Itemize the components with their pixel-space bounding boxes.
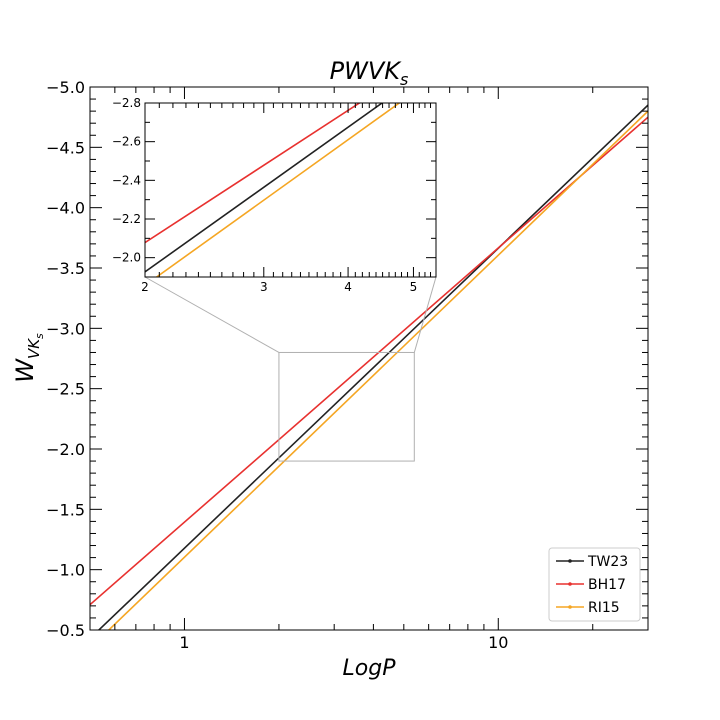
y-tick-label: −2.5 (46, 380, 85, 399)
inset-y-tick-label: −2.2 (112, 212, 141, 226)
inset-frame (144, 102, 437, 278)
main-axis-ticks: −5.0 −4.5 −4.0 −3.5 −3.0 −2.5 −2.0 −1.5 −1.0 −0.5… (46, 78, 649, 652)
y-tick-label: −4.5 (46, 138, 85, 157)
y-tick-label: −4.0 (46, 199, 85, 218)
x-tick-label: 1 (179, 633, 189, 652)
inset-y-tick-label: −2.6 (112, 135, 141, 149)
inset-axis-ticks: −2.0 −2.2 −2.4 −2.6 −2.8 2 3 4 5 (112, 96, 437, 294)
legend-marker-bh17 (568, 582, 572, 586)
y-tick-label: −5.0 (46, 78, 85, 97)
inset-series-line-tw23 (145, 103, 384, 273)
inset-y-tick-label: −2.4 (112, 173, 141, 187)
zoom-connector-left (144, 276, 280, 353)
series-line-tw23 (97, 104, 648, 630)
x-axis-label: LogP (343, 656, 397, 681)
inset-series-lines (145, 103, 401, 277)
inset-series-line-bh17 (145, 103, 361, 244)
chart-title: PWVKs (330, 57, 409, 89)
inset-x-tick-label: 2 (141, 280, 149, 294)
zoom-region-box (278, 351, 415, 462)
zoom-connector-right (413, 276, 437, 353)
inset-series-line-ri15 (155, 103, 401, 277)
legend-label-bh17: BH17 (588, 577, 626, 593)
inset-x-tick-label: 3 (260, 280, 268, 294)
y-tick-label: −1.5 (46, 500, 85, 519)
main-plot-frame (89, 86, 649, 631)
series-line-bh17 (90, 116, 648, 606)
inset-y-tick-label: −2.0 (112, 251, 141, 265)
inset-plot: −2.0 −2.2 −2.4 −2.6 −2.8 2 3 4 5 (112, 96, 437, 294)
legend-label-ri15: RI15 (588, 600, 620, 616)
y-tick-label: −1.0 (46, 561, 85, 580)
legend: TW23 BH17 RI15 (548, 547, 641, 622)
y-tick-label: −2.0 (46, 440, 85, 459)
y-tick-label: −3.5 (46, 259, 85, 278)
legend-marker-ri15 (568, 605, 572, 609)
legend-label-tw23: TW23 (587, 554, 628, 570)
y-axis-label: WVKs (11, 333, 46, 383)
inset-y-tick-label: −2.8 (112, 96, 141, 110)
main-series-lines (90, 104, 648, 630)
y-tick-label: −0.5 (46, 621, 85, 640)
legend-marker-tw23 (568, 559, 572, 563)
inset-x-tick-label: 5 (410, 280, 418, 294)
y-tick-label: −3.0 (46, 319, 85, 338)
zoom-indicator (144, 276, 437, 462)
series-line-ri15 (107, 110, 648, 630)
inset-x-tick-label: 4 (344, 280, 352, 294)
x-tick-label: 10 (488, 633, 508, 652)
